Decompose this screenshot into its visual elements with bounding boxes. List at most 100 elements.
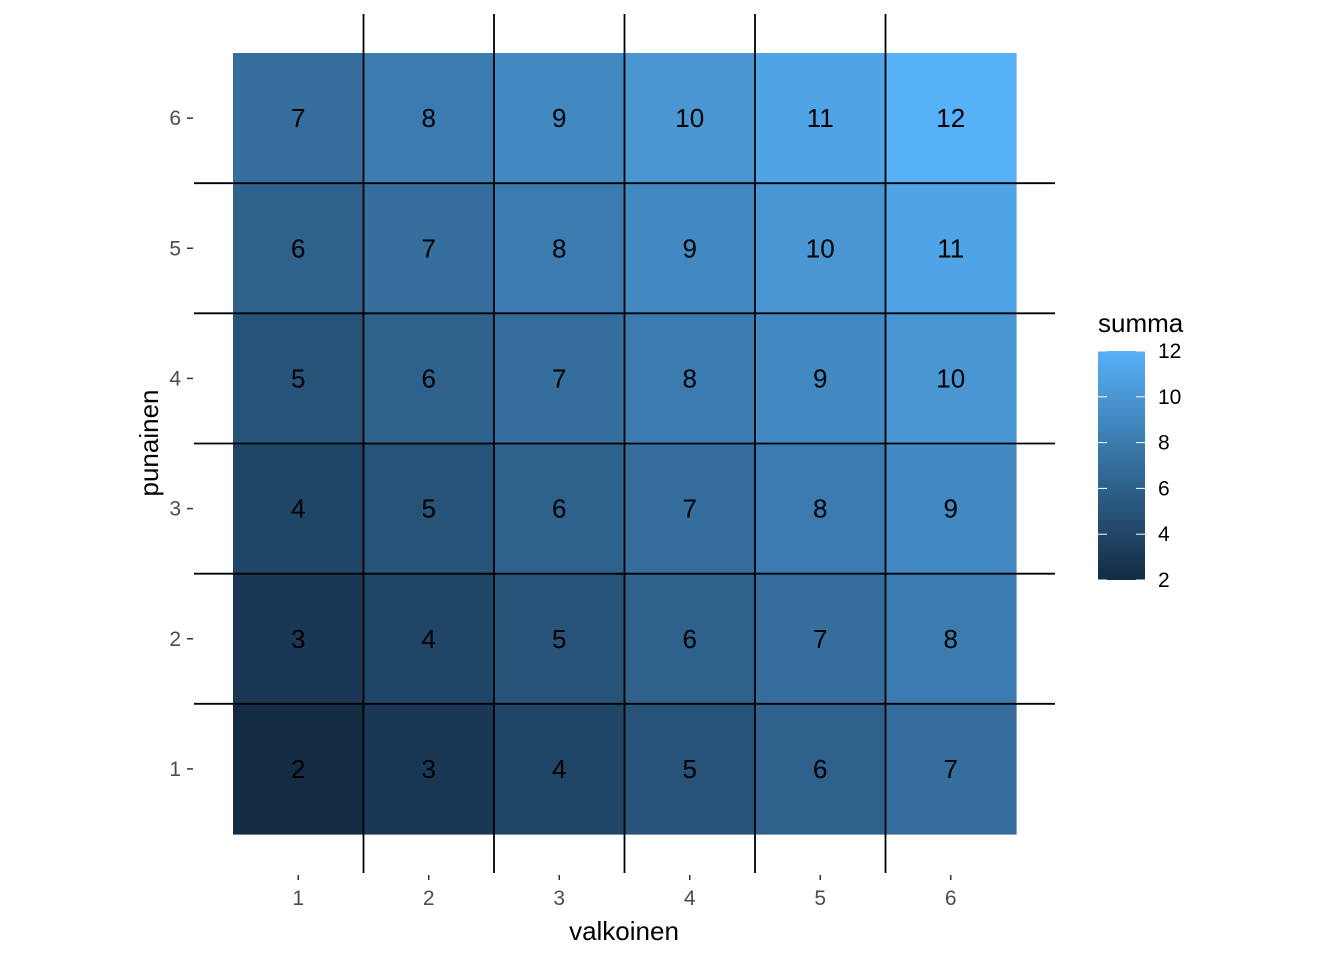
y-tick-label: 6 [169,107,181,130]
heatmap-cells [233,53,1017,835]
heatmap-cell [624,53,756,184]
legend-tick-label: 6 [1158,477,1170,500]
cell-divider-lines [194,14,1055,873]
cell-value-label: 9 [813,363,827,393]
cell-value-label: 10 [936,363,965,393]
heatmap-cell [363,313,495,445]
cell-value-label: 8 [683,363,697,393]
cell-value-label: 7 [813,624,827,654]
cell-value-label: 11 [937,233,964,263]
heatmap-cell [755,53,887,184]
heatmap-cell [624,703,756,835]
legend-ticks: 2 4 6 8 10 12 [1098,340,1181,592]
cell-value-label: 6 [422,363,436,393]
legend-tick-label: 12 [1158,340,1181,363]
color-legend: summa 2 4 6 8 10 12 [1098,308,1184,592]
heatmap-cell [494,443,626,575]
heatmap-cell [755,703,887,835]
heatmap-cell [494,183,626,314]
cell-value-label: 9 [683,233,697,263]
heatmap-cell [624,313,756,445]
heatmap-cell [363,573,495,705]
cell-value-label: 2 [291,754,305,784]
cell-value-label: 8 [422,103,436,133]
cell-value-label: 9 [552,103,566,133]
heatmap-cell [885,53,1017,184]
heatmap-cell [885,313,1017,445]
heatmap-cell [755,183,887,314]
heatmap-cell [233,573,365,705]
heatmap-cell [885,443,1017,575]
cell-value-label: 7 [683,494,697,524]
x-tick-label: 2 [423,887,435,910]
heatmap-cell [363,183,495,314]
heatmap-cell [885,703,1017,835]
heatmap-cell [233,183,365,314]
y-tick-label: 2 [169,628,181,651]
y-tick-label: 3 [169,498,181,521]
cell-value-label: 6 [683,624,697,654]
y-axis-title: punainen [134,390,164,497]
heatmap-cell [363,53,495,184]
heatmap-cell [233,53,365,184]
heatmap-cell [624,443,756,575]
legend-title: summa [1098,308,1184,338]
cell-value-label: 3 [422,754,436,784]
x-tick-label: 6 [945,887,957,910]
cell-value-label: 7 [552,363,566,393]
heatmap-cell [494,573,626,705]
x-tick-label: 5 [814,887,826,910]
x-tick-label: 3 [553,887,565,910]
x-tick-label: 4 [684,887,696,910]
cell-value-label: 6 [813,754,827,784]
heatmap-cell [494,313,626,445]
cell-value-label: 5 [291,363,305,393]
heatmap-cell [233,443,365,575]
cell-value-label: 4 [291,494,305,524]
cell-value-label: 5 [552,624,566,654]
y-tick-label: 1 [169,758,181,781]
y-axis: 1 2 3 4 5 6 [169,107,193,781]
heatmap-cell [885,573,1017,705]
legend-tick-label: 2 [1158,569,1170,592]
cell-value-label: 5 [683,754,697,784]
legend-tick-label: 8 [1158,432,1170,455]
cell-value-label: 11 [807,103,834,133]
heatmap-cell [624,183,756,314]
cell-value-label: 10 [675,103,704,133]
cell-value-label: 4 [422,624,436,654]
heatmap-cell [494,703,626,835]
x-axis: 1 2 3 4 5 6 [292,875,957,910]
legend-tick-label: 10 [1158,386,1181,409]
legend-tick-label: 4 [1158,523,1170,546]
cell-value-label: 8 [552,233,566,263]
heatmap-cell [624,573,756,705]
y-tick-label: 5 [169,237,181,260]
heatmap-cell [755,313,887,445]
heatmap-cell [363,443,495,575]
heatmap-cell [885,183,1017,314]
cell-value-label: 6 [552,494,566,524]
cell-value-label: 7 [944,754,958,784]
cell-value-label: 12 [936,103,965,133]
cell-value-label: 3 [291,624,305,654]
y-tick-label: 4 [169,367,181,390]
heatmap-cell [494,53,626,184]
heatmap-cell [233,703,365,835]
heatmap-cell [755,573,887,705]
cell-value-label: 8 [944,624,958,654]
cell-value-label: 8 [813,494,827,524]
cell-value-label: 4 [552,754,566,784]
cell-value-label: 7 [291,103,305,133]
heatmap-cell-labels: 2 3 4 5 6 7 3 4 5 6 7 8 4 5 6 7 8 9 5 6 7 8 9 10 6 7 8 9 10 11 7 8 9 10 11… [291,103,965,784]
heatmap-cell [755,443,887,575]
cell-value-label: 5 [422,494,436,524]
heatmap-cell [363,703,495,835]
heatmap-cell [233,313,365,445]
x-axis-title: valkoinen [569,916,679,946]
legend-color-bar [1098,351,1145,580]
cell-value-label: 9 [944,494,958,524]
cell-value-label: 6 [291,233,305,263]
cell-value-label: 7 [422,233,436,263]
